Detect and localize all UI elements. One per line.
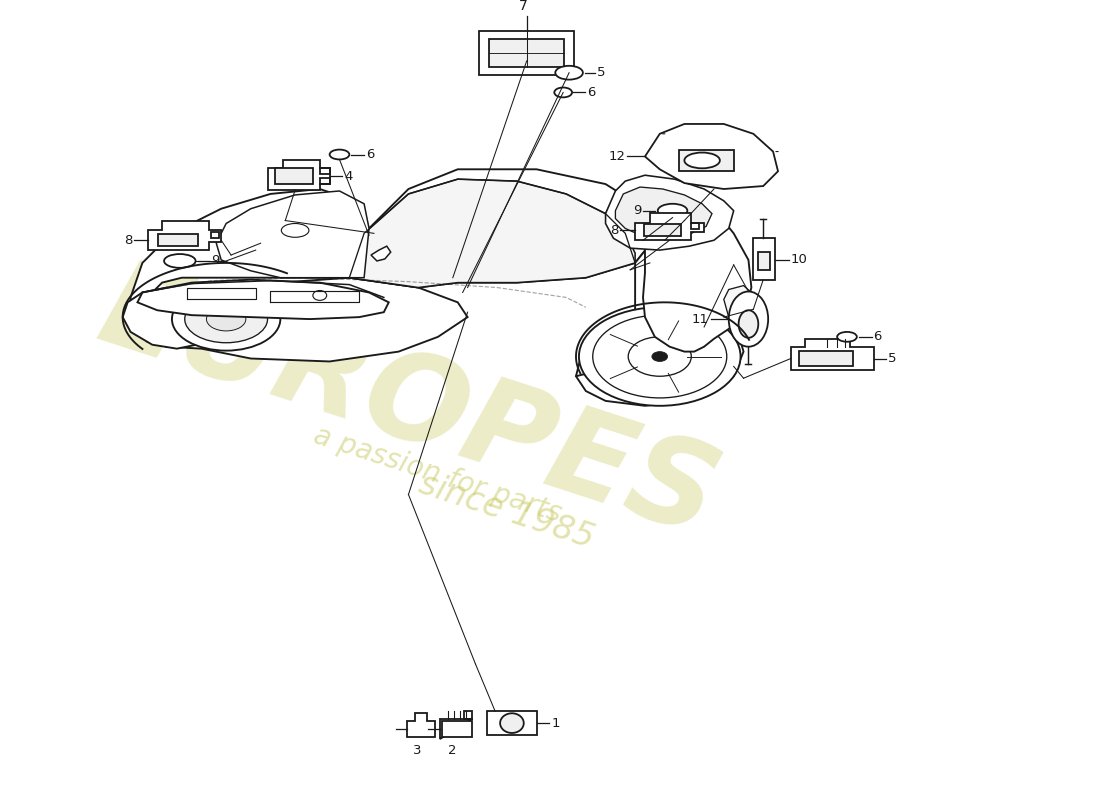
Bar bbox=[754, 238, 776, 280]
Polygon shape bbox=[407, 714, 436, 737]
Bar bbox=[799, 350, 853, 366]
Ellipse shape bbox=[164, 254, 196, 268]
Text: 11: 11 bbox=[692, 313, 710, 326]
Ellipse shape bbox=[185, 295, 267, 342]
Ellipse shape bbox=[500, 714, 524, 733]
Polygon shape bbox=[724, 286, 751, 322]
Text: 8: 8 bbox=[610, 224, 618, 237]
Polygon shape bbox=[148, 221, 221, 250]
Text: 1: 1 bbox=[551, 717, 560, 730]
Ellipse shape bbox=[579, 307, 740, 406]
Bar bbox=[490, 39, 564, 67]
Bar bbox=[442, 721, 472, 737]
Ellipse shape bbox=[330, 150, 350, 159]
Ellipse shape bbox=[554, 87, 572, 98]
Polygon shape bbox=[350, 179, 635, 287]
Text: a passion for parts: a passion for parts bbox=[310, 422, 565, 528]
Bar bbox=[680, 150, 734, 171]
Text: 9: 9 bbox=[632, 204, 641, 217]
Bar bbox=[480, 31, 574, 74]
Text: 2: 2 bbox=[448, 744, 456, 758]
Text: 5: 5 bbox=[596, 66, 605, 79]
Text: 7: 7 bbox=[518, 0, 527, 13]
Ellipse shape bbox=[658, 204, 688, 218]
Text: 3: 3 bbox=[414, 744, 421, 758]
Text: 6: 6 bbox=[873, 330, 882, 343]
Polygon shape bbox=[131, 189, 368, 346]
Polygon shape bbox=[350, 170, 654, 287]
Bar bbox=[211, 232, 219, 238]
Ellipse shape bbox=[738, 310, 758, 338]
Text: 6: 6 bbox=[586, 86, 595, 99]
Polygon shape bbox=[440, 711, 472, 739]
Polygon shape bbox=[576, 238, 744, 406]
Bar bbox=[487, 711, 537, 735]
Polygon shape bbox=[606, 184, 662, 230]
Polygon shape bbox=[167, 278, 468, 362]
Polygon shape bbox=[615, 187, 712, 238]
Text: 12: 12 bbox=[608, 150, 625, 163]
Text: 5: 5 bbox=[889, 352, 896, 365]
Polygon shape bbox=[791, 338, 873, 370]
Text: 8: 8 bbox=[124, 234, 132, 246]
Polygon shape bbox=[371, 246, 390, 261]
Ellipse shape bbox=[728, 291, 768, 346]
Text: 4: 4 bbox=[344, 170, 353, 182]
Bar bbox=[691, 223, 700, 230]
Polygon shape bbox=[606, 175, 734, 250]
Polygon shape bbox=[576, 322, 697, 401]
Ellipse shape bbox=[172, 287, 280, 350]
Polygon shape bbox=[267, 161, 330, 190]
Ellipse shape bbox=[837, 332, 857, 342]
Polygon shape bbox=[123, 287, 211, 349]
Polygon shape bbox=[138, 280, 388, 319]
Text: 9: 9 bbox=[211, 254, 220, 267]
Text: since 1985: since 1985 bbox=[415, 467, 598, 555]
Bar bbox=[758, 252, 770, 270]
Bar bbox=[320, 168, 330, 174]
Polygon shape bbox=[635, 213, 704, 240]
Text: EUROPES: EUROPES bbox=[85, 251, 732, 561]
Text: 6: 6 bbox=[366, 148, 374, 161]
Text: 10: 10 bbox=[791, 254, 807, 266]
Ellipse shape bbox=[207, 307, 246, 331]
Polygon shape bbox=[217, 191, 368, 278]
Bar bbox=[275, 168, 312, 184]
Ellipse shape bbox=[593, 315, 727, 398]
Ellipse shape bbox=[652, 352, 668, 362]
Ellipse shape bbox=[628, 337, 691, 376]
Bar bbox=[320, 178, 330, 184]
Ellipse shape bbox=[556, 66, 583, 80]
Ellipse shape bbox=[684, 153, 719, 168]
Polygon shape bbox=[645, 124, 778, 189]
Bar bbox=[644, 225, 681, 236]
Polygon shape bbox=[644, 184, 751, 352]
Bar bbox=[158, 234, 198, 246]
